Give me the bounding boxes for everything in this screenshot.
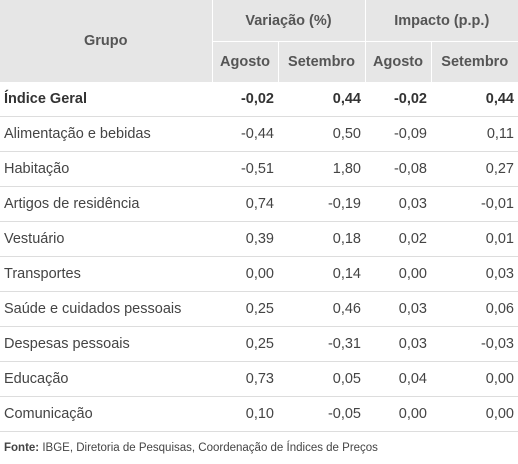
- row-group-name: Artigos de residência: [0, 186, 212, 222]
- row-impacto-setembro: 0,11: [431, 116, 518, 152]
- source-text: IBGE, Diretoria de Pesquisas, Coordenaçã…: [39, 442, 378, 454]
- table-header: Grupo Variação (%) Impacto (p.p.) Agosto…: [0, 0, 518, 82]
- row-group-name: Comunicação: [0, 396, 212, 432]
- row-impacto-agosto: -0,02: [365, 82, 431, 117]
- row-impacto-setembro: 0,00: [431, 396, 518, 432]
- row-group-name: Alimentação e bebidas: [0, 116, 212, 152]
- row-variacao-setembro: 0,44: [278, 82, 365, 117]
- row-impacto-agosto: 0,03: [365, 186, 431, 222]
- row-impacto-agosto: 0,00: [365, 396, 431, 432]
- row-impacto-setembro: 0,06: [431, 291, 518, 327]
- row-impacto-agosto: 0,04: [365, 361, 431, 397]
- row-variacao-agosto: 0,39: [212, 221, 278, 257]
- row-impacto-setembro: 0,01: [431, 221, 518, 257]
- header-grupo: Grupo: [0, 0, 213, 82]
- ipca-table: Grupo Variação (%) Impacto (p.p.) Agosto…: [0, 0, 518, 432]
- row-impacto-setembro: -0,01: [431, 186, 518, 222]
- row-variacao-setembro: -0,31: [278, 326, 365, 362]
- row-impacto-agosto: -0,09: [365, 116, 431, 152]
- row-impacto-setembro: 0,27: [431, 151, 518, 187]
- row-impacto-agosto: 0,03: [365, 291, 431, 327]
- row-impacto-setembro: 0,44: [431, 82, 518, 117]
- row-group-name: Educação: [0, 361, 212, 397]
- table-row: Índice Geral -0,02 0,44 -0,02 0,44: [0, 82, 518, 117]
- row-impacto-setembro: 0,00: [431, 361, 518, 397]
- row-variacao-setembro: 0,05: [278, 361, 365, 397]
- table-row: Vestuário 0,39 0,18 0,02 0,01: [0, 221, 518, 257]
- header-impacto-agosto: Agosto: [365, 41, 432, 82]
- row-group-name: Despesas pessoais: [0, 326, 212, 362]
- row-variacao-agosto: -0,02: [212, 82, 278, 117]
- header-variacao-setembro: Setembro: [278, 41, 366, 82]
- row-variacao-agosto: 0,74: [212, 186, 278, 222]
- source-label: Fonte:: [4, 442, 40, 454]
- table-body: Índice Geral -0,02 0,44 -0,02 0,44 Alime…: [0, 82, 518, 432]
- row-variacao-setembro: 0,50: [278, 116, 365, 152]
- header-variacao-agosto: Agosto: [212, 41, 279, 82]
- table-row: Habitação -0,51 1,80 -0,08 0,27: [0, 151, 518, 187]
- row-variacao-agosto: 0,10: [212, 396, 278, 432]
- row-variacao-setembro: 1,80: [278, 151, 365, 187]
- header-variacao: Variação (%): [212, 0, 366, 42]
- row-variacao-setembro: 0,18: [278, 221, 365, 257]
- row-variacao-agosto: 0,25: [212, 291, 278, 327]
- header-impacto: Impacto (p.p.): [365, 0, 518, 42]
- row-group-name: Índice Geral: [0, 82, 212, 117]
- table-row: Educação 0,73 0,05 0,04 0,00: [0, 361, 518, 397]
- header-impacto-setembro: Setembro: [431, 41, 518, 82]
- table-row: Saúde e cuidados pessoais 0,25 0,46 0,03…: [0, 291, 518, 327]
- row-variacao-setembro: -0,05: [278, 396, 365, 432]
- row-impacto-agosto: 0,02: [365, 221, 431, 257]
- row-variacao-setembro: 0,46: [278, 291, 365, 327]
- row-variacao-agosto: 0,25: [212, 326, 278, 362]
- table-row: Despesas pessoais 0,25 -0,31 0,03 -0,03: [0, 326, 518, 362]
- row-variacao-agosto: 0,73: [212, 361, 278, 397]
- row-impacto-setembro: -0,03: [431, 326, 518, 362]
- row-impacto-agosto: 0,00: [365, 256, 431, 292]
- table-row: Comunicação 0,10 -0,05 0,00 0,00: [0, 396, 518, 432]
- row-impacto-agosto: 0,03: [365, 326, 431, 362]
- row-variacao-agosto: 0,00: [212, 256, 278, 292]
- row-group-name: Habitação: [0, 151, 212, 187]
- row-impacto-agosto: -0,08: [365, 151, 431, 187]
- table-row: Transportes 0,00 0,14 0,00 0,03: [0, 256, 518, 292]
- row-variacao-setembro: 0,14: [278, 256, 365, 292]
- row-impacto-setembro: 0,03: [431, 256, 518, 292]
- row-group-name: Saúde e cuidados pessoais: [0, 291, 212, 327]
- table-row: Alimentação e bebidas -0,44 0,50 -0,09 0…: [0, 116, 518, 152]
- row-group-name: Vestuário: [0, 221, 212, 257]
- source-note: Fonte: IBGE, Diretoria de Pesquisas, Coo…: [0, 432, 518, 454]
- row-variacao-agosto: -0,44: [212, 116, 278, 152]
- row-variacao-agosto: -0,51: [212, 151, 278, 187]
- table-row: Artigos de residência 0,74 -0,19 0,03 -0…: [0, 186, 518, 222]
- row-group-name: Transportes: [0, 256, 212, 292]
- row-variacao-setembro: -0,19: [278, 186, 365, 222]
